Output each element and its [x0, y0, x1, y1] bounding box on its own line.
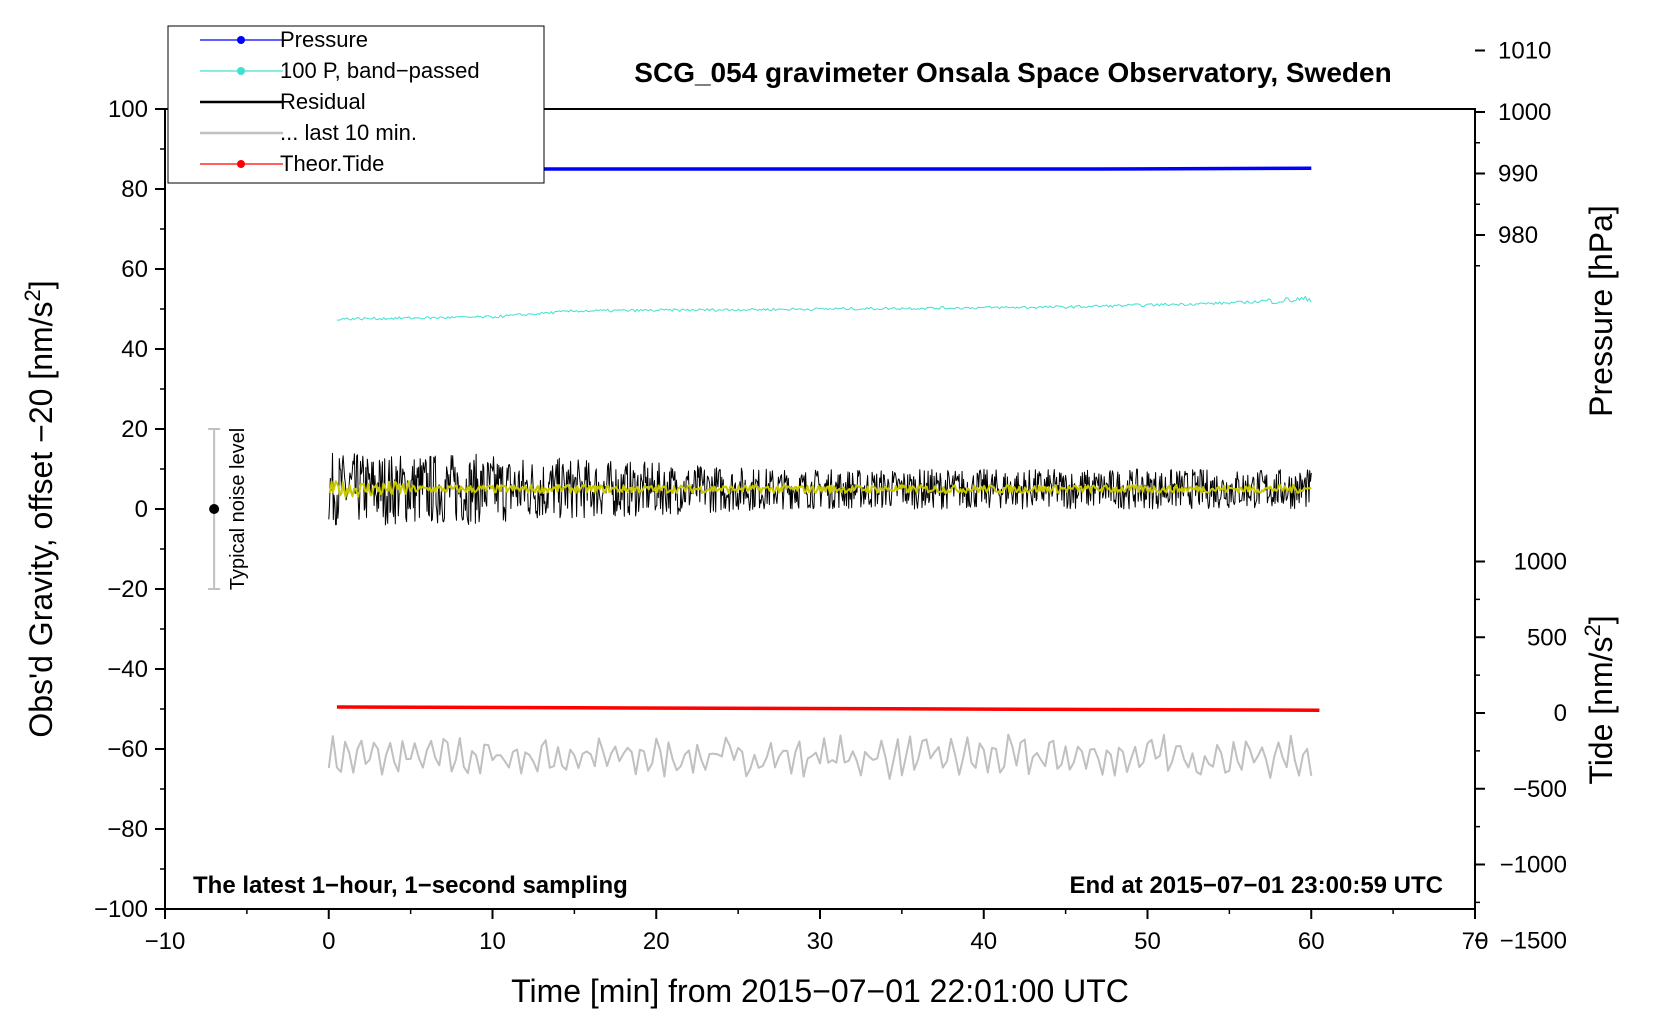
x-tick-label: 40	[970, 928, 997, 955]
x-tick-label: 10	[479, 928, 506, 955]
pressure-tick-label: 990	[1498, 161, 1538, 188]
x-tick-label: 0	[322, 928, 335, 955]
y-tick-label: −100	[94, 896, 148, 923]
y-axis-pressure: 9809901000101010201030	[1474, 0, 1551, 470]
legend-label-3: ... last 10 min.	[280, 120, 417, 145]
series-residual	[328, 452, 1312, 526]
legend-box	[167, 25, 545, 184]
legend-label-2: Residual	[280, 89, 366, 114]
series-residual-smoothed	[328, 480, 1312, 498]
tide-tick-label: −500	[1513, 776, 1567, 803]
x-tick-label: 70	[1462, 928, 1489, 955]
y-tick-label: −40	[107, 656, 148, 683]
y-axis-gravity: −100 −80 −60 −40 −20 0 20 40 60 80 100	[94, 96, 165, 923]
tide-tick-label: 500	[1527, 624, 1567, 651]
pressure-axis-label: Pressure [hPa]	[1583, 205, 1619, 417]
series-layer	[327, 166, 1320, 780]
y-tick-label: −80	[107, 816, 148, 843]
x-tick-label: 50	[1134, 928, 1161, 955]
x-tick-label: −10	[145, 928, 186, 955]
y-tick-label: 0	[135, 496, 148, 523]
y-tick-label: 80	[121, 176, 148, 203]
y-axis-tide: −1500 −1000 −500 0 500 1000	[1475, 549, 1567, 954]
pressure-tick-label: 1000	[1498, 99, 1551, 126]
x-tick-label: 30	[807, 928, 834, 955]
legend-label-4: Theor.Tide	[280, 151, 384, 176]
noise-bar: Typical noise level	[208, 428, 249, 590]
y-tick-label: 20	[121, 416, 148, 443]
noise-bar-center	[209, 504, 220, 514]
annotation-end-time: End at 2015−07−01 23:00:59 UTC	[1069, 872, 1443, 899]
legend-marker-1	[237, 67, 245, 75]
legend-marker-4	[237, 160, 245, 168]
legend-label-0: Pressure	[280, 27, 368, 52]
series-band-passed	[336, 295, 1312, 321]
y-tick-label: −60	[107, 736, 148, 763]
y-axis-label: Obs'd Gravity, offset −20 [nm/s2]	[20, 280, 59, 737]
x-tick-label: 60	[1298, 928, 1325, 955]
legend: Pressure 100 P, band−passed Residual ... la…	[167, 25, 545, 184]
plot-frame	[164, 108, 1476, 910]
series-last-10-min	[327, 733, 1313, 780]
legend-label-1: 100 P, band−passed	[280, 58, 480, 83]
noise-bar-label: Typical noise level	[227, 428, 249, 590]
x-tick-label: 20	[643, 928, 670, 955]
series-pressure	[336, 166, 1312, 171]
tide-axis-label: Tide [nm/s2]	[1580, 615, 1619, 784]
annotation-sampling: The latest 1−hour, 1−second sampling	[193, 872, 628, 899]
pressure-tick-label: 1010	[1498, 38, 1551, 65]
tide-tick-label: 1000	[1514, 549, 1567, 576]
tide-tick-label: 0	[1554, 700, 1567, 727]
y-tick-label: 100	[108, 96, 148, 123]
x-axis-label: Time [min] from 2015−07−01 22:01:00 UTC	[511, 973, 1129, 1009]
legend-marker-0	[237, 36, 245, 44]
y-tick-label: 40	[121, 336, 148, 363]
y-tick-label: 60	[121, 256, 148, 283]
pressure-tick-label: 980	[1498, 222, 1538, 249]
series-theor-tide	[336, 705, 1320, 712]
x-axis: −10 0 10 20 30 40 50 60 70	[145, 909, 1489, 955]
tide-tick-label: −1000	[1500, 852, 1567, 879]
chart-title: SCG_054 gravimeter Onsala Space Observat…	[634, 57, 1391, 88]
y-tick-label: −20	[107, 576, 148, 603]
tide-tick-label: −1500	[1500, 927, 1567, 954]
